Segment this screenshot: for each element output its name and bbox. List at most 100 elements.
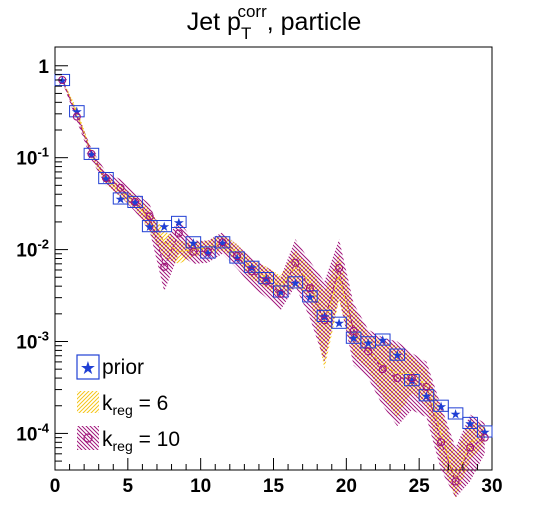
kreg10-circle-marker <box>436 438 446 447</box>
legend-marker-prior: ★ <box>80 358 96 379</box>
kreg10-circle-marker <box>480 433 489 442</box>
legend-label-prior: prior <box>102 356 144 379</box>
y-tick-label: 10-1 <box>16 145 49 170</box>
prior-star-marker: ★ <box>333 317 345 332</box>
prior-box <box>374 333 391 346</box>
prior-star-marker: ★ <box>115 192 127 207</box>
prior-star-marker: ★ <box>377 334 389 349</box>
y-tick-label-base: 10 <box>16 333 37 354</box>
y-tick-label-exponent: -3 <box>37 329 49 344</box>
prior-star-marker: ★ <box>217 236 229 251</box>
prior-star-marker: ★ <box>100 172 112 187</box>
kreg10-circle-marker <box>101 174 111 183</box>
kreg10-circle-marker <box>393 374 402 383</box>
prior-box <box>127 195 143 209</box>
y-tick-label-base: 1 <box>38 57 49 78</box>
kreg10-circle-marker <box>145 212 154 221</box>
kreg10-circle-marker <box>174 229 183 238</box>
x-tick-label: 15 <box>263 476 285 497</box>
legend-label-kreg10: kreg = 10 <box>102 428 180 454</box>
chart-title-sub: T <box>241 24 251 43</box>
prior-box <box>331 316 347 329</box>
prior-star-marker: ★ <box>56 74 68 89</box>
prior-box <box>98 171 114 185</box>
data-markers: ★★★★★ ★★ ★ ★★★★★★★★★★★ ★★ ★ ★★★★★★★★ <box>54 73 493 486</box>
kreg10-circle-marker <box>72 112 81 121</box>
prior-star-marker: ★ <box>435 400 447 415</box>
prior-box <box>302 290 318 303</box>
legend-label-kreg6-k: k <box>102 392 113 415</box>
kreg10-circle-marker <box>262 277 271 286</box>
prior-star-marker: ★ <box>464 417 476 432</box>
prior-box <box>243 260 260 273</box>
prior-star-marker: ★ <box>348 332 360 347</box>
prior-star-marker: ★ <box>362 336 374 351</box>
kreg10-circle-marker <box>203 247 212 256</box>
legend-entry-kreg6: kreg = 6 <box>77 391 168 418</box>
kreg10-circle-marker <box>189 247 198 256</box>
kreg10-circle-marker <box>451 477 460 486</box>
y-tick-label: 1 <box>38 57 49 78</box>
legend-swatch-kreg6 <box>77 391 99 413</box>
prior-star-marker: ★ <box>202 246 214 261</box>
kreg10-circle-marker <box>349 326 358 336</box>
prior-box <box>418 389 435 402</box>
prior-star-marker: ★ <box>129 196 141 211</box>
chart-title-main: Jet p <box>187 8 241 36</box>
prior-star-marker: ★ <box>260 272 272 287</box>
x-tick-label: 30 <box>481 476 502 497</box>
y-tick-label-base: 10 <box>16 149 37 170</box>
chart-title-sup: corr <box>237 2 267 21</box>
kreg10-circle-marker <box>466 443 475 452</box>
prior-box <box>447 407 464 420</box>
prior-box <box>229 251 245 264</box>
kreg10-circle-marker <box>247 267 256 276</box>
kreg10-circle-marker <box>364 347 373 356</box>
kreg10-circle-marker <box>305 284 314 293</box>
prior-star-marker: ★ <box>304 290 316 305</box>
prior-star-marker: ★ <box>275 285 287 300</box>
kreg10-circle-marker <box>131 197 140 206</box>
prior-box <box>200 246 216 259</box>
y-tick-label-base: 10 <box>16 424 37 445</box>
prior-star-marker: ★ <box>231 252 243 267</box>
legend-label-kreg10-value: = 10 <box>133 428 180 451</box>
kreg10-circle-marker <box>378 365 387 374</box>
legend-marker-kreg10 <box>83 433 93 443</box>
legend: ★ prior kreg = 6 kreg = 10 <box>76 354 180 454</box>
prior-star-marker: ★ <box>86 148 98 163</box>
prior-box <box>476 425 493 438</box>
y-tick-label: 10-2 <box>16 237 49 262</box>
x-tick-label: 5 <box>123 476 134 497</box>
kreg10-circle-marker <box>160 262 169 271</box>
prior-box <box>462 416 478 430</box>
prior-star-marker: ★ <box>421 389 433 404</box>
prior-star-marker: ★ <box>450 407 462 422</box>
prior-box <box>69 105 85 118</box>
legend-label-kreg6-sub: reg <box>113 402 133 418</box>
prior-star-marker: ★ <box>479 425 491 440</box>
y-tick-label: 10-4 <box>16 420 49 445</box>
prior-star-marker: ★ <box>290 276 302 291</box>
kreg10-circle-marker <box>87 149 96 158</box>
prior-box <box>316 309 333 322</box>
prior-star-marker: ★ <box>158 220 170 235</box>
x-tick-label: 10 <box>190 476 211 497</box>
prior-box <box>214 236 231 249</box>
legend-entry-prior: ★ prior <box>76 354 144 380</box>
kreg10-circle-marker <box>276 289 285 298</box>
kreg10-circle-marker <box>334 263 344 273</box>
kreg10-circle-marker <box>320 316 329 325</box>
prior-box <box>389 348 406 361</box>
chart-title: Jet pTcorr, particle <box>187 2 361 43</box>
legend-label-kreg10-sub: reg <box>113 438 133 454</box>
prior-star-marker: ★ <box>188 236 200 251</box>
kreg10-circle-marker <box>116 183 125 192</box>
legend-entry-kreg10: kreg = 10 <box>77 426 180 454</box>
prior-box <box>287 276 304 289</box>
prior-box <box>258 271 274 285</box>
chart-title-rest: , particle <box>267 8 361 36</box>
prior-star-marker: ★ <box>319 310 331 325</box>
x-tick-label: 20 <box>336 476 357 497</box>
